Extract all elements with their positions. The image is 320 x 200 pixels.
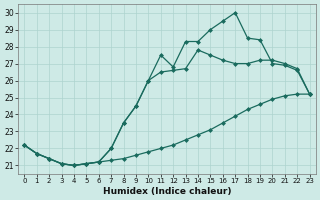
X-axis label: Humidex (Indice chaleur): Humidex (Indice chaleur) bbox=[103, 187, 231, 196]
